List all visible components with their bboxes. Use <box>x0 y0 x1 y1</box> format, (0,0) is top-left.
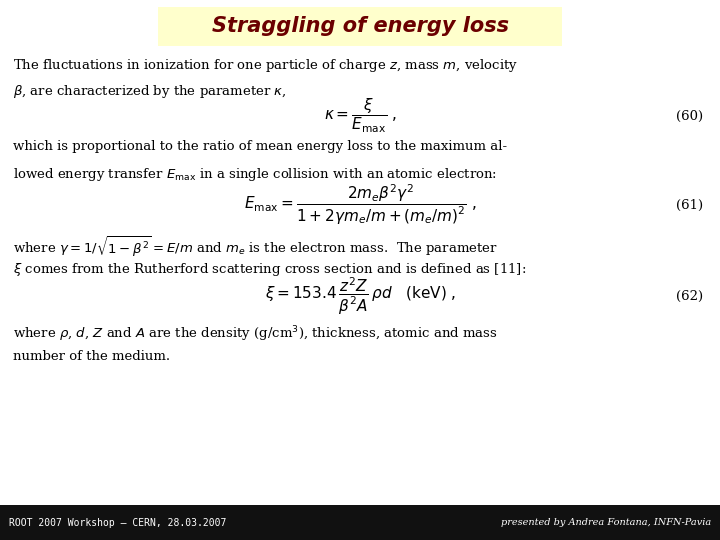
Text: (60): (60) <box>676 110 703 123</box>
Text: (61): (61) <box>676 199 703 212</box>
Text: where $\gamma = 1/\sqrt{1-\beta^2} = E/m$ and $m_e$ is the electron mass.  The p: where $\gamma = 1/\sqrt{1-\beta^2} = E/m… <box>13 235 498 259</box>
Text: $\kappa = \dfrac{\xi}{E_{\mathrm{max}}}\;,$: $\kappa = \dfrac{\xi}{E_{\mathrm{max}}}\… <box>324 97 396 136</box>
FancyBboxPatch shape <box>158 7 562 46</box>
Text: lowed energy transfer $E_{\mathrm{max}}$ in a single collision with an atomic el: lowed energy transfer $E_{\mathrm{max}}$… <box>13 166 497 183</box>
Text: $\beta$, are characterized by the parameter $\kappa$,: $\beta$, are characterized by the parame… <box>13 83 287 99</box>
Text: $\xi = 153.4\,\dfrac{z^2 Z}{\beta^2 A}\,\rho d \quad (\mathrm{keV})\;,$: $\xi = 153.4\,\dfrac{z^2 Z}{\beta^2 A}\,… <box>265 276 455 317</box>
Text: where $\rho$, $d$, $Z$ and $A$ are the density (g/cm$^3$), thickness, atomic and: where $\rho$, $d$, $Z$ and $A$ are the d… <box>13 325 498 344</box>
Text: $\xi$ comes from the Rutherford scattering cross section and is defined as [11]:: $\xi$ comes from the Rutherford scatteri… <box>13 261 526 278</box>
Text: Straggling of energy loss: Straggling of energy loss <box>212 16 508 37</box>
Bar <box>0 505 720 540</box>
Text: ROOT 2007 Workshop – CERN, 28.03.2007: ROOT 2007 Workshop – CERN, 28.03.2007 <box>9 518 226 528</box>
Text: The fluctuations in ionization for one particle of charge $z$, mass $m$, velocit: The fluctuations in ionization for one p… <box>13 57 518 73</box>
Text: which is proportional to the ratio of mean energy loss to the maximum al-: which is proportional to the ratio of me… <box>13 140 507 153</box>
Text: number of the medium.: number of the medium. <box>13 350 170 363</box>
Text: (62): (62) <box>676 290 703 303</box>
Text: presented by Andrea Fontana, INFN-Pavia: presented by Andrea Fontana, INFN-Pavia <box>501 518 711 527</box>
Text: $E_{\mathrm{max}} = \dfrac{2m_e\beta^2\gamma^2}{1 + 2\gamma m_e/m + (m_e/m)^2}\;: $E_{\mathrm{max}} = \dfrac{2m_e\beta^2\g… <box>244 183 476 227</box>
